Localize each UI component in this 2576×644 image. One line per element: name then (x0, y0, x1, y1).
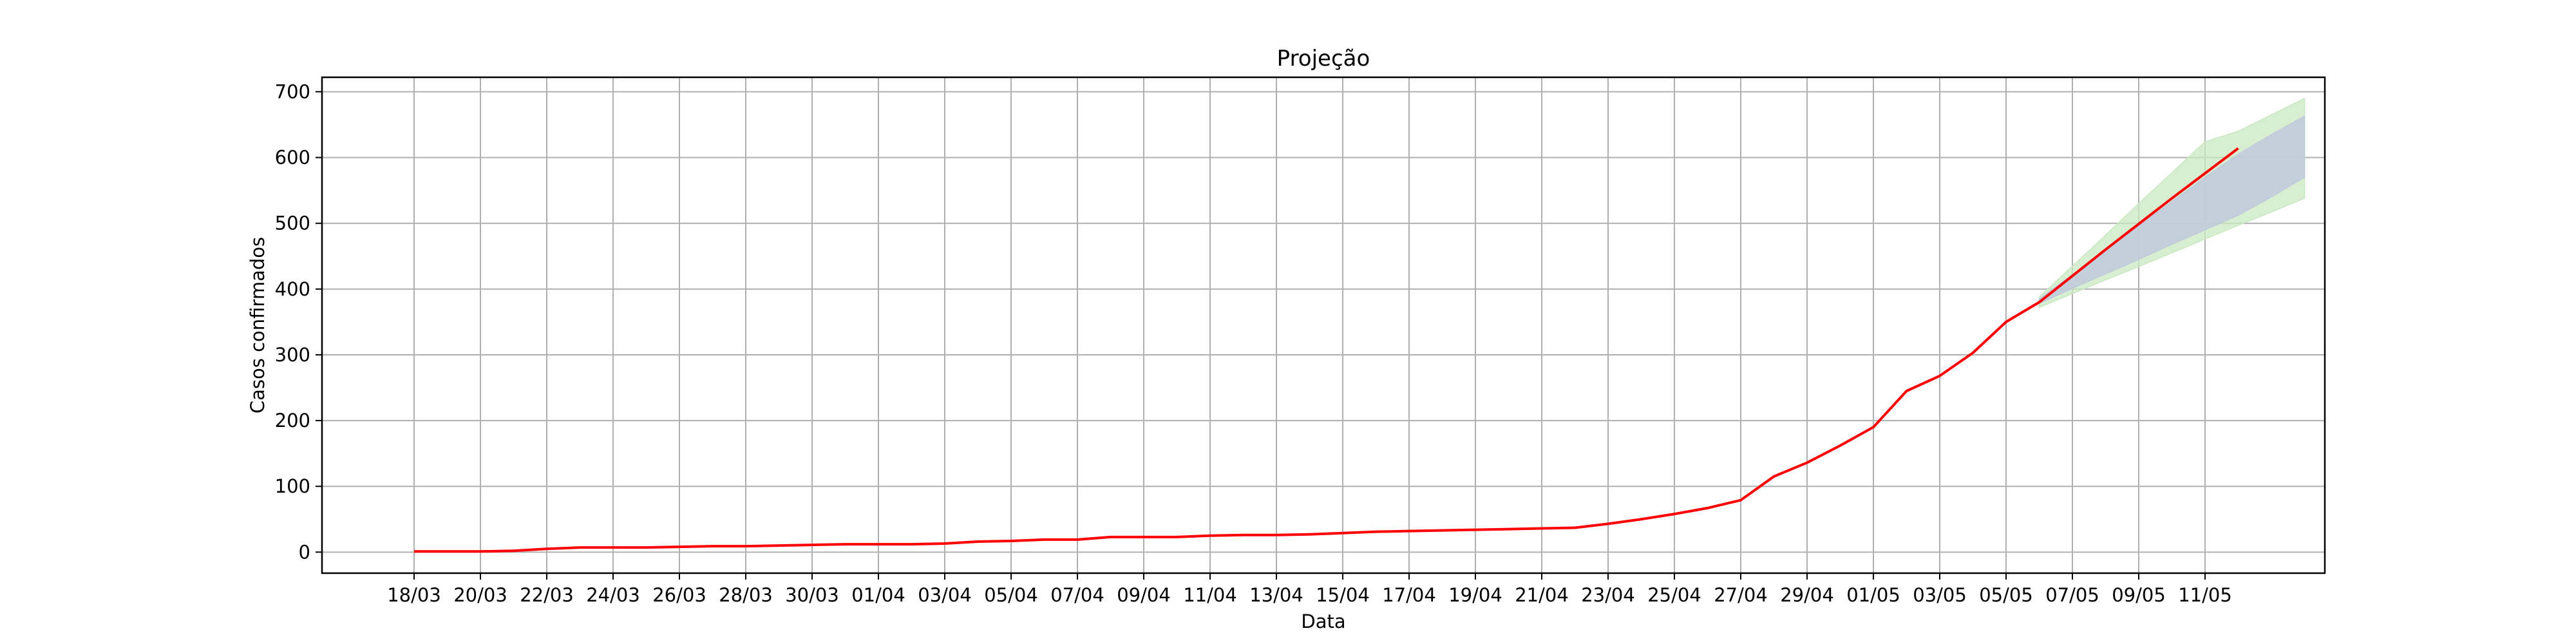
y-tick-label: 700 (275, 80, 310, 102)
x-tick-label: 22/03 (520, 584, 574, 606)
y-tick-label: 200 (275, 410, 310, 431)
x-tick-label: 13/04 (1249, 584, 1303, 606)
y-tick-label: 400 (275, 278, 310, 300)
x-tick-label: 24/03 (586, 584, 640, 606)
x-tick-label: 15/04 (1316, 584, 1370, 606)
x-tick-label: 29/04 (1780, 584, 1834, 606)
plot-frame (321, 76, 2326, 574)
chart-title: Projeção (1277, 46, 1370, 71)
x-tick-label: 05/05 (1979, 584, 2033, 606)
x-tick-label: 23/04 (1581, 584, 1635, 606)
x-tick-label: 11/04 (1183, 584, 1237, 606)
x-tick-label: 19/04 (1448, 584, 1502, 606)
x-tick-label: 21/04 (1515, 584, 1569, 606)
x-tick-label: 01/04 (851, 584, 905, 606)
x-tick-label: 20/03 (453, 584, 507, 606)
x-tick-label: 11/05 (2178, 584, 2232, 606)
y-tick-label: 600 (275, 147, 310, 169)
y-tick-label: 100 (275, 475, 310, 497)
y-tick-label: 300 (275, 344, 310, 366)
y-tick-label: 0 (299, 541, 310, 563)
confirmed-cases-line (414, 147, 2239, 553)
x-tick-label: 25/04 (1647, 584, 1701, 606)
x-tick-label: 30/03 (785, 584, 839, 606)
x-axis-label: Data (1301, 611, 1345, 632)
x-axis: 18/03 20/03 22/03 24/03 26/03 28/03 30/03 01/04… (387, 573, 2232, 606)
y-tick-label: 500 (275, 213, 310, 234)
x-tick-label: 01/05 (1846, 584, 1900, 606)
x-tick-label: 07/05 (2045, 584, 2099, 606)
x-tick-label: 09/04 (1117, 584, 1171, 606)
x-tick-label: 28/03 (719, 584, 773, 606)
x-tick-label: 26/03 (652, 584, 706, 606)
x-tick-label: 03/05 (1913, 584, 1967, 606)
inner-confidence-band (2038, 115, 2306, 305)
x-tick-label: 18/03 (387, 584, 441, 606)
grid-lines (322, 77, 2325, 573)
x-tick-label: 27/04 (1714, 584, 1768, 606)
y-axis: 0 100 200 300 400 500 600 700 (275, 80, 322, 563)
x-tick-label: 03/04 (918, 584, 972, 606)
series-layer (413, 147, 2239, 553)
x-tick-label: 07/04 (1050, 584, 1104, 606)
x-tick-label: 17/04 (1382, 584, 1436, 606)
y-axis-label: Casos confirmados (247, 237, 269, 413)
x-tick-label: 05/04 (984, 584, 1038, 606)
x-tick-label: 09/05 (2112, 584, 2166, 606)
confidence-bands (2038, 97, 2306, 308)
